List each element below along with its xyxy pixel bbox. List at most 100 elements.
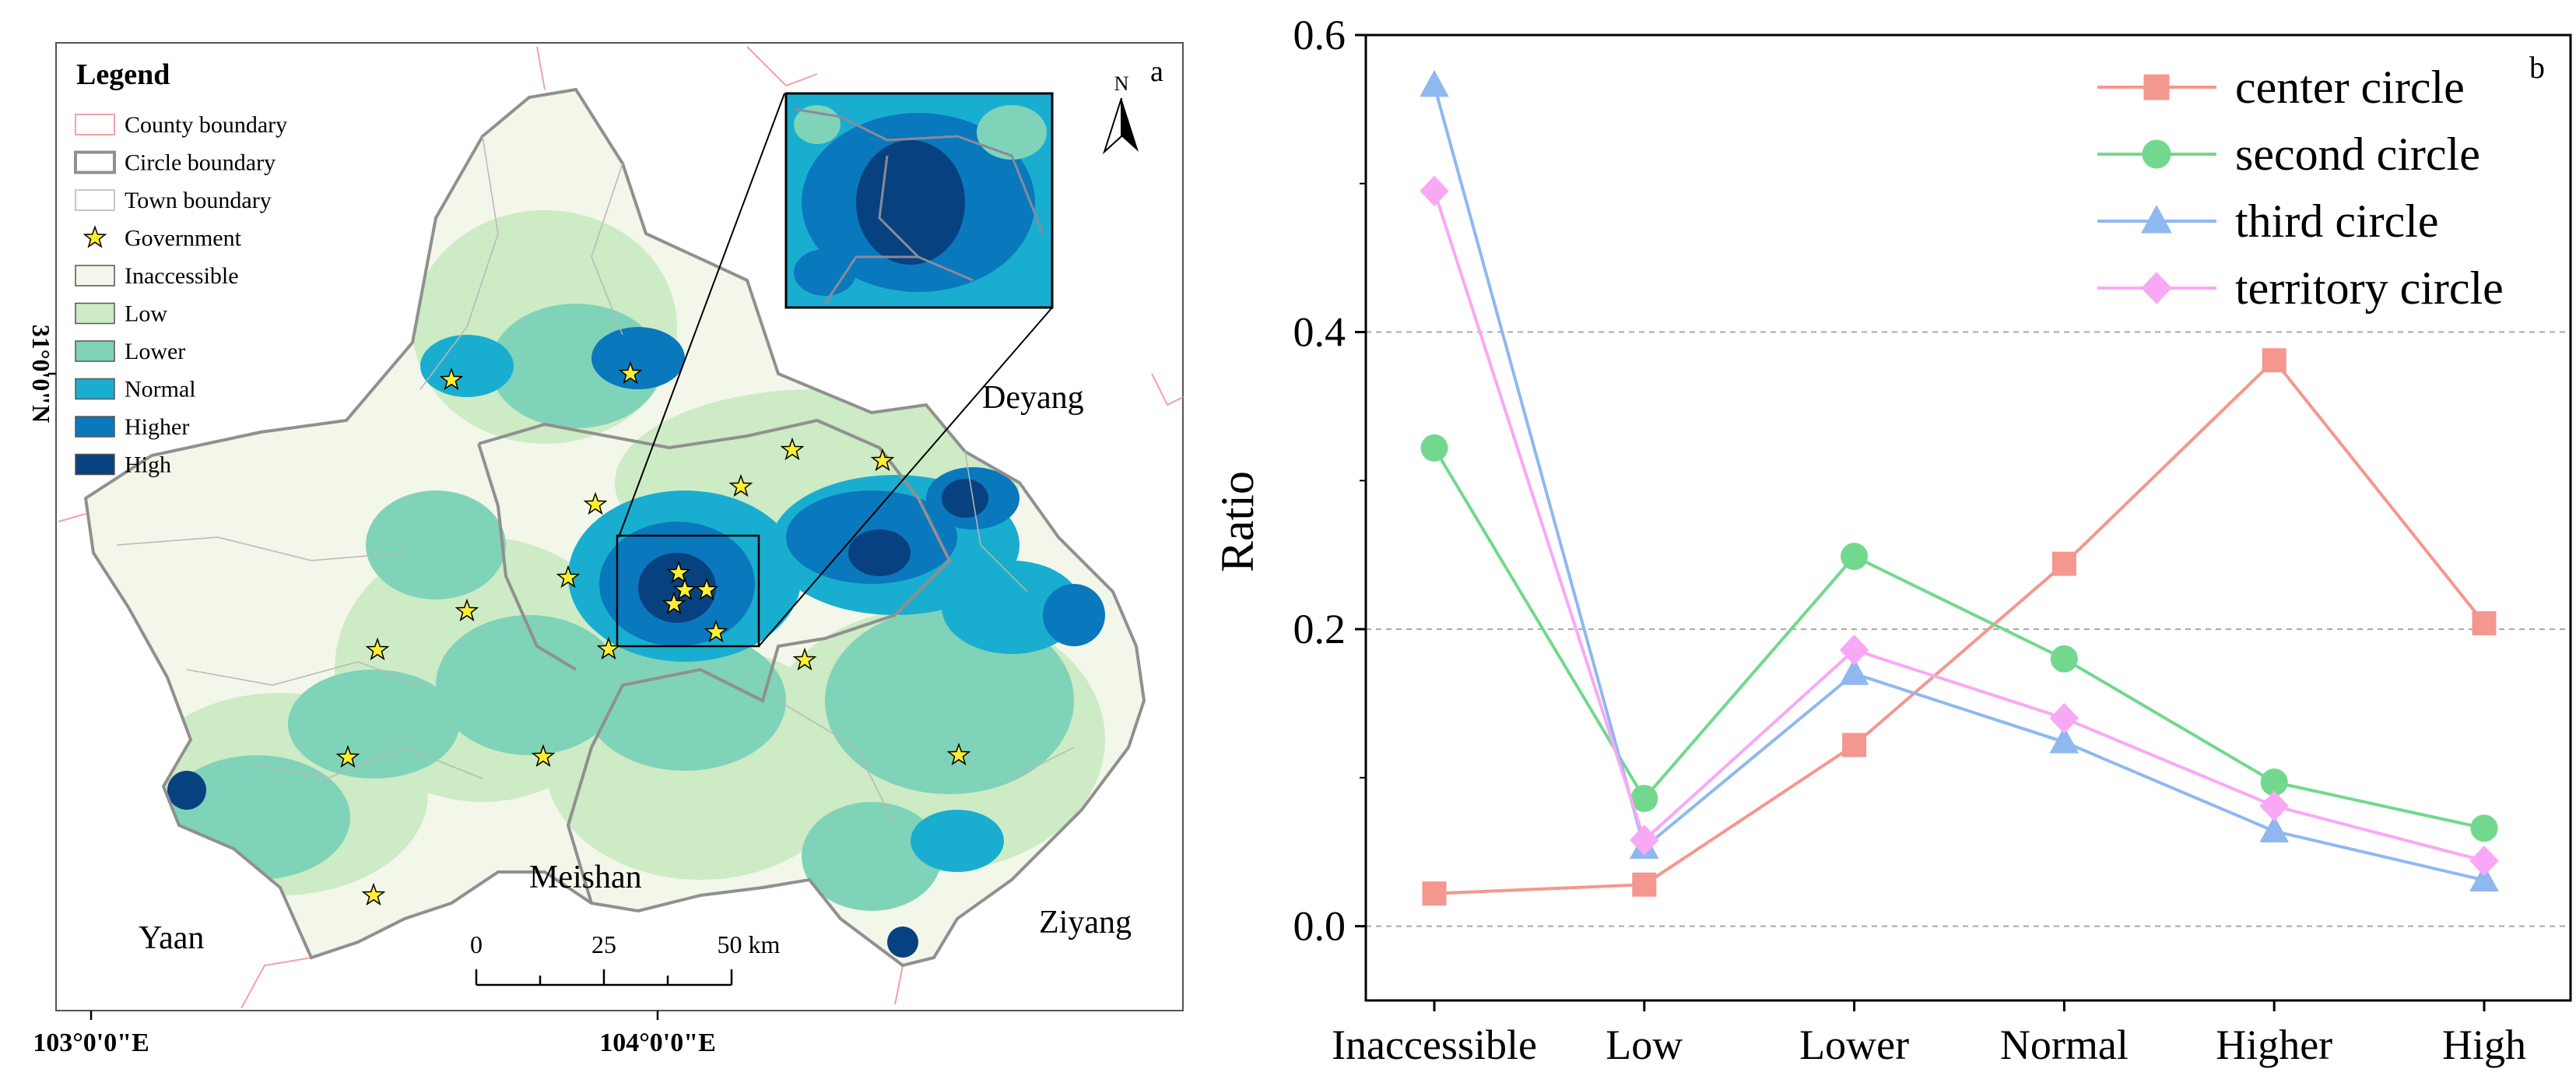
legend-item-label: Town boundary [125,188,272,213]
city-label-meishan: Meishan [529,860,642,895]
government-star [365,637,390,661]
legend-item: Inaccessible [75,263,239,289]
legend-swatch [75,114,115,135]
city-label-ziyang: Ziyang [1039,905,1132,941]
data-point [2469,864,2499,891]
accessibility-patches [132,210,1105,958]
chart-legend-item: center circle [2097,62,2465,113]
y-tick-label: 0.2 [1293,606,1346,652]
government-star [666,560,691,584]
x-tick-label: Normal [2000,1021,2129,1068]
data-point [2469,845,2499,877]
circle-boundary-outer [83,87,1146,968]
legend-item-label: Circle boundary [125,150,275,176]
north-label: N [1114,72,1129,95]
chart-legend-label: third circle [2235,195,2439,247]
zoom-connector-top [618,93,785,538]
y-tick-label: 0.0 [1293,903,1346,950]
government-star [556,564,581,589]
government-star [870,448,895,472]
lon-label-104: 104°0'0"E [599,1028,716,1057]
legend-item: Lower [75,339,185,364]
chart-legend-item: second circle [2097,128,2480,180]
plot-frame [1364,33,2572,1002]
series-line [1434,357,2486,895]
data-point [1420,69,1449,97]
series-center-circle [1422,348,2497,906]
legend-item: Low [75,301,167,327]
data-point [2049,702,2079,734]
legend-item-label: County boundary [125,112,287,138]
data-point [1632,872,1657,897]
data-point [2472,610,2497,635]
legend-item-label: Low [125,301,167,327]
government-stars [335,360,971,906]
lon-label-103: 103°0'0"E [33,1028,149,1057]
data-point [1420,434,1448,462]
x-tick-label: Inaccessible [1332,1021,1537,1068]
data-point [1839,635,1869,666]
data-point [2259,815,2290,843]
data-point [2262,348,2286,373]
government-star [361,882,386,906]
town-boundaries [116,135,1075,826]
data-point [1842,733,1867,758]
city-label-yaan: Yaan [139,920,204,956]
legend-item-label: Government [125,226,242,251]
government-star [694,577,719,601]
y-tick-label: 0.4 [1293,309,1346,356]
government-star [596,636,621,660]
legend-swatch [75,378,115,400]
legend-item: Government [82,225,242,251]
legend-title: Legend [76,58,170,91]
legend-item: Circle boundary [74,150,275,176]
chart-legend-item: third circle [2097,195,2439,247]
legend-swatch [75,302,115,325]
legend-marker-icon [2143,74,2170,100]
y-tick-label: 0.6 [1293,12,1346,58]
government-star [454,598,479,622]
government-star [704,619,728,643]
series-line [1433,190,2485,863]
legend-item: High [75,452,171,478]
legend-swatch [75,416,115,438]
panel-b-chart: 0.0 0.2 0.4 0.6 Inaccessible Low Lower Normal H… [1212,12,2572,1068]
legend-swatch [75,265,115,287]
data-point [2259,790,2289,821]
government-star [672,577,697,601]
legend-swatch [75,453,115,476]
zoom-inset [784,92,1054,309]
government-star [792,647,817,671]
panel-a-map: Legend County boundary Circle boundary Tow… [27,42,1184,1057]
legend-item-label: High [125,452,171,478]
x-tick-label: Higher [2216,1021,2332,1068]
map-legend: Legend County boundary Circle boundary Tow… [74,58,287,478]
legend-marker-icon [2141,272,2172,304]
city-label-deyang: Deyang [982,380,1084,416]
data-point [2049,726,2079,754]
government-star [531,744,556,768]
zoom-connector-bottom [758,307,1053,647]
chart-series [1420,69,2499,906]
outer-county-boundary [58,46,1184,1009]
legend-swatch [75,340,115,362]
legend-marker-icon [2141,204,2172,234]
legend-item-label: Normal [125,377,196,403]
government-star [335,744,360,768]
government-star [662,591,686,615]
legend-star-icon [82,225,107,248]
series-line [1433,85,2485,882]
legend-item: County boundary [75,112,287,138]
series-third-circle [1420,69,2499,891]
government-star [583,491,608,515]
legend-marker-icon [2142,139,2171,169]
government-star [439,367,464,391]
y-axis: 0.0 0.2 0.4 0.6 [1293,12,1366,950]
x-tick-label: Low [1606,1021,1683,1068]
government-star [946,742,971,766]
data-point [1630,825,1659,856]
government-star [780,437,805,461]
chart-legend-label: second circle [2235,128,2480,180]
legend-item-label: Lower [125,339,185,364]
government-star [728,473,753,498]
